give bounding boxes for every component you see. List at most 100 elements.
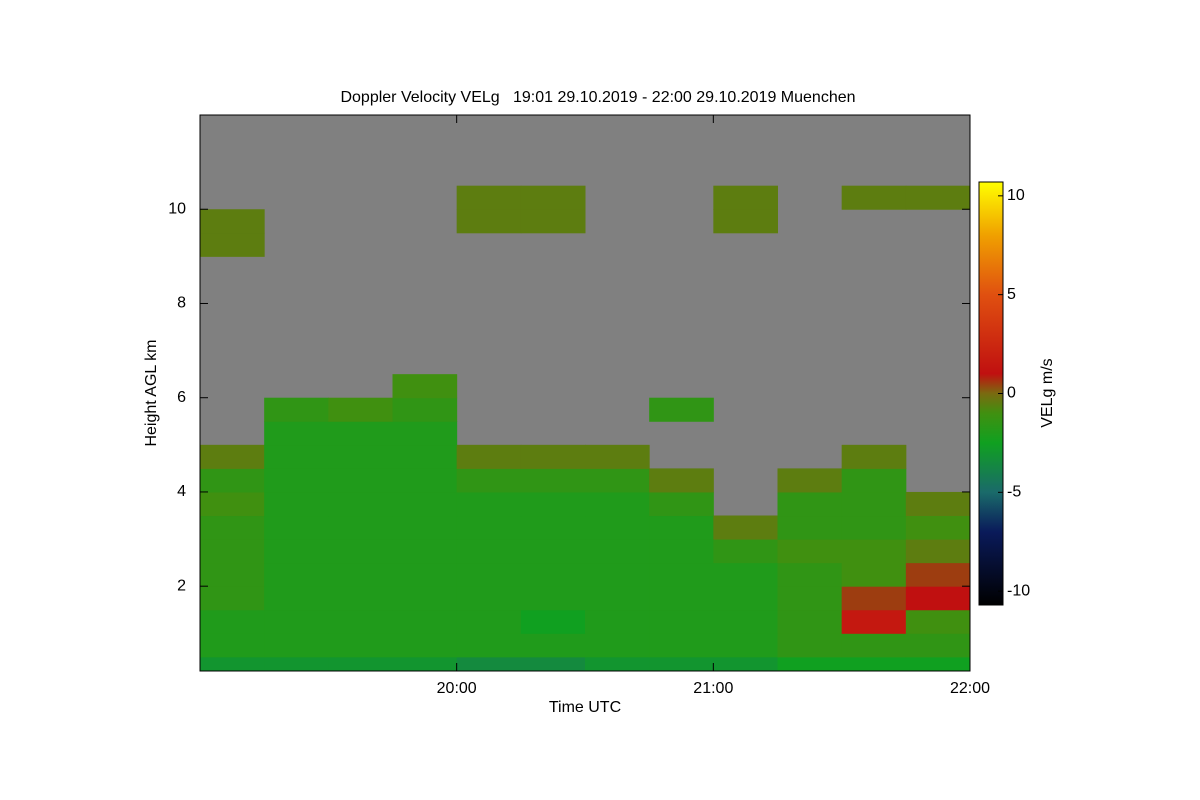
y-axis-label: Height AGL km [143,339,160,446]
heatmap-cell [777,609,843,634]
heatmap-cell [905,586,970,611]
heatmap-cell [841,562,907,587]
heatmap-cell [328,515,393,540]
heatmap-cell [456,609,522,634]
heatmap-cell [905,515,970,540]
heatmap-cell [905,539,970,564]
heatmap-cell [520,539,586,564]
heatmap-cell [328,633,393,658]
heatmap-cell [328,397,393,422]
heatmap-cell [841,515,907,540]
heatmap-cell [392,539,458,564]
heatmap-cell [264,397,329,422]
heatmap-cell [585,539,650,564]
heatmap-cell [649,468,714,493]
heatmap-cell [585,633,650,658]
heatmap-cell [264,562,329,587]
heatmap-cell [392,633,458,658]
y-tick-label: 8 [177,295,186,312]
heatmap-cell [585,444,650,469]
heatmap-cell [392,609,458,634]
heatmap-cell [520,609,586,634]
heatmap-cell [777,633,843,658]
heatmap-cell [585,609,650,634]
heatmap-cell [841,185,907,210]
heatmap-cell [264,609,329,634]
axes: 20:00 21:00 22:00 2 4 6 8 10 -10 -5 0 5 10 [168,114,1030,697]
heatmap-cell [585,562,650,587]
colorbar-tick-label: -10 [1007,582,1030,599]
y-tick-label: 6 [177,389,186,406]
heatmap-cell [585,656,650,671]
heatmap-cell [328,656,393,671]
heatmap-cell [777,539,843,564]
heatmap-cell [456,444,522,469]
heatmap-cell [649,656,714,671]
heatmap-cell [777,656,843,671]
heatmap-cell [392,374,458,399]
heatmap-cell [392,421,458,446]
heatmap-cell [713,562,778,587]
heatmap-cell [905,185,970,210]
heatmap-cell [264,515,329,540]
heatmap-cell [713,656,778,671]
heatmap-cell [200,515,265,540]
heatmap-cell [649,633,714,658]
heatmap-cell [585,515,650,540]
heatmap-cell [392,562,458,587]
colorbar-tick-label: -5 [1007,484,1021,501]
heatmap-cell [841,539,907,564]
heatmap-cell [456,633,522,658]
x-tick-label: 22:00 [950,680,990,697]
heatmap-cell [456,539,522,564]
heatmap-cell [200,586,265,611]
heatmap-cell [585,586,650,611]
heatmap-cell [649,586,714,611]
heatmap-cell [713,609,778,634]
heatmap-cell [200,562,265,587]
heatmap-cell [905,562,970,587]
heatmap-cell [649,491,714,517]
heatmap-cell [649,609,714,634]
colorbar-tick-label: 0 [1007,385,1016,402]
y-tick-label: 4 [177,483,186,500]
heatmap-cell [713,209,778,234]
heatmap-cell [713,515,778,540]
heatmap-cell [649,515,714,540]
heatmap-cell [585,468,650,493]
heatmap-cell [456,562,522,587]
heatmap-cell [841,491,907,517]
x-tick-label: 20:00 [437,680,477,697]
heatmap-cell [328,421,393,446]
heatmap-cell [841,609,907,634]
heatmap-cell [264,491,329,517]
heatmap-cell [392,397,458,422]
heatmap-cell [392,468,458,493]
heatmap-cell [392,586,458,611]
heatmap-cell [713,633,778,658]
heatmap-cell [392,656,458,671]
colorbar-tick-label: 5 [1007,286,1016,303]
heatmap-cell [520,209,586,234]
heatmap-cell [264,539,329,564]
colorbar-label: VELg m/s [1039,358,1056,427]
heatmap-cell [520,656,586,671]
heatmap-cell [905,491,970,517]
heatmap-cell [841,656,907,671]
heatmap-cell [520,185,586,210]
heatmap-cell [649,397,714,422]
x-tick-label: 21:00 [693,680,733,697]
heatmap-cell [520,633,586,658]
heatmap-cell [456,491,522,517]
heatmap-cell [200,491,265,517]
heatmap-cell [200,633,265,658]
heatmap-cell [456,515,522,540]
heatmap-cell [841,633,907,658]
heatmap-cell [905,633,970,658]
heatmap-cell [392,491,458,517]
colorbar-tick-label: 10 [1007,187,1025,204]
heatmap-cell [328,468,393,493]
heatmap-cell [777,586,843,611]
heatmap-cell [520,491,586,517]
heatmap-cell [264,468,329,493]
